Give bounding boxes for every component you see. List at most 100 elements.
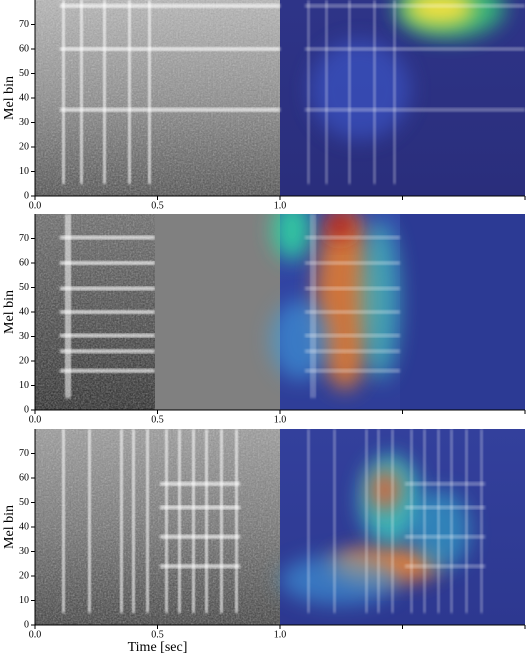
harmonic bbox=[305, 261, 400, 265]
panel-row: 0 10 20 30 40 50 60 70 0.0 0.5 1.0 Mel bin Time [sec… bbox=[2, 429, 526, 655]
harmonic bbox=[305, 3, 525, 8]
harmonic bbox=[60, 349, 155, 354]
onset bbox=[205, 429, 208, 613]
panel-row: 0 10 20 30 40 50 60 70 0.0 0.5 1.0 Mel bin bbox=[2, 214, 526, 425]
harmonic bbox=[60, 3, 280, 8]
harmonic bbox=[60, 107, 280, 112]
y-axis-label: Mel bin bbox=[2, 76, 17, 120]
harmonic bbox=[305, 107, 525, 112]
x-tick-label: 0.5 bbox=[151, 629, 164, 640]
harmonic bbox=[60, 310, 155, 314]
onset bbox=[165, 429, 168, 613]
onset bbox=[313, 214, 316, 398]
harmonic bbox=[405, 534, 485, 539]
onset bbox=[391, 429, 394, 613]
x-tick-label: 0.5 bbox=[151, 414, 164, 425]
y-tick-label: 50 bbox=[19, 282, 29, 293]
harmonic bbox=[160, 534, 240, 539]
x-tick-label: 0.0 bbox=[29, 629, 42, 640]
x-tick-label: 1.0 bbox=[274, 200, 287, 211]
onset bbox=[220, 429, 223, 613]
harmonic bbox=[305, 47, 525, 51]
x-tick-label: 1.0 bbox=[274, 414, 287, 425]
y-tick-label: 70 bbox=[19, 19, 29, 30]
onset bbox=[348, 0, 351, 184]
images bbox=[35, 0, 525, 196]
y-tick-label: 50 bbox=[19, 68, 29, 79]
y-tick-label: 70 bbox=[19, 233, 29, 244]
activation bbox=[280, 555, 400, 605]
noise bbox=[35, 429, 280, 625]
x-tick-label: 0.0 bbox=[29, 414, 42, 425]
x-tick-label: 1.0 bbox=[274, 629, 287, 640]
onset bbox=[450, 429, 453, 613]
onset bbox=[88, 429, 91, 613]
y-tick-label: 30 bbox=[19, 117, 29, 128]
harmonic bbox=[160, 564, 240, 569]
panel-row: 0 10 20 30 40 50 60 70 0.0 0.5 1.0 Mel bin bbox=[2, 0, 526, 211]
harmonic bbox=[60, 235, 155, 240]
activation bbox=[272, 214, 312, 260]
onset bbox=[437, 429, 440, 613]
y-axis-label: Mel bin bbox=[2, 290, 17, 334]
y-tick-label: 10 bbox=[19, 166, 29, 177]
y-tick-label: 40 bbox=[19, 306, 29, 317]
images bbox=[35, 214, 525, 410]
onset bbox=[146, 429, 149, 613]
y-tick-label: 70 bbox=[19, 448, 29, 459]
harmonic bbox=[305, 368, 400, 373]
y-tick-label: 0 bbox=[24, 404, 29, 415]
harmonic bbox=[60, 261, 155, 265]
padding-map bbox=[400, 214, 525, 410]
y-tick-label: 30 bbox=[19, 331, 29, 342]
x-tick-label: 0.0 bbox=[29, 200, 42, 211]
images bbox=[35, 429, 525, 625]
activation bbox=[315, 214, 375, 390]
harmonic bbox=[305, 235, 400, 240]
onset bbox=[65, 214, 68, 398]
y-tick-label: 0 bbox=[24, 619, 29, 630]
y-tick-label: 20 bbox=[19, 570, 29, 581]
onset bbox=[377, 429, 380, 613]
onset bbox=[373, 0, 376, 184]
x-axis-label: Time [sec] bbox=[128, 640, 188, 655]
y-tick-label: 50 bbox=[19, 497, 29, 508]
x-tick-label: 0.5 bbox=[151, 200, 164, 211]
harmonic bbox=[305, 286, 400, 291]
y-tick-label: 40 bbox=[19, 92, 29, 103]
padding bbox=[155, 214, 280, 410]
activation bbox=[370, 470, 400, 510]
y-tick-label: 10 bbox=[19, 595, 29, 606]
harmonic bbox=[160, 505, 240, 510]
onset bbox=[80, 0, 83, 184]
onset bbox=[148, 0, 151, 184]
onset bbox=[325, 0, 328, 184]
activation bbox=[325, 214, 355, 240]
onset bbox=[103, 0, 106, 184]
onset bbox=[307, 0, 310, 184]
harmonic bbox=[60, 47, 280, 51]
y-tick-label: 20 bbox=[19, 355, 29, 366]
y-axis-label: Mel bin bbox=[2, 505, 17, 549]
onset bbox=[62, 0, 65, 184]
activation bbox=[360, 220, 400, 380]
onset bbox=[178, 429, 181, 613]
noise bbox=[35, 0, 280, 196]
onset bbox=[62, 429, 65, 613]
y-tick-label: 10 bbox=[19, 380, 29, 391]
y-tick-label: 40 bbox=[19, 521, 29, 532]
harmonic bbox=[405, 481, 485, 486]
harmonic bbox=[160, 481, 240, 486]
harmonic bbox=[305, 333, 400, 338]
onset bbox=[192, 429, 195, 613]
harmonic bbox=[305, 349, 400, 354]
harmonic bbox=[60, 333, 155, 338]
onset bbox=[365, 429, 368, 613]
harmonic bbox=[305, 310, 400, 314]
onset bbox=[310, 214, 313, 398]
harmonic bbox=[405, 505, 485, 510]
onset bbox=[393, 0, 396, 184]
onset bbox=[120, 429, 123, 613]
activation bbox=[310, 40, 410, 140]
